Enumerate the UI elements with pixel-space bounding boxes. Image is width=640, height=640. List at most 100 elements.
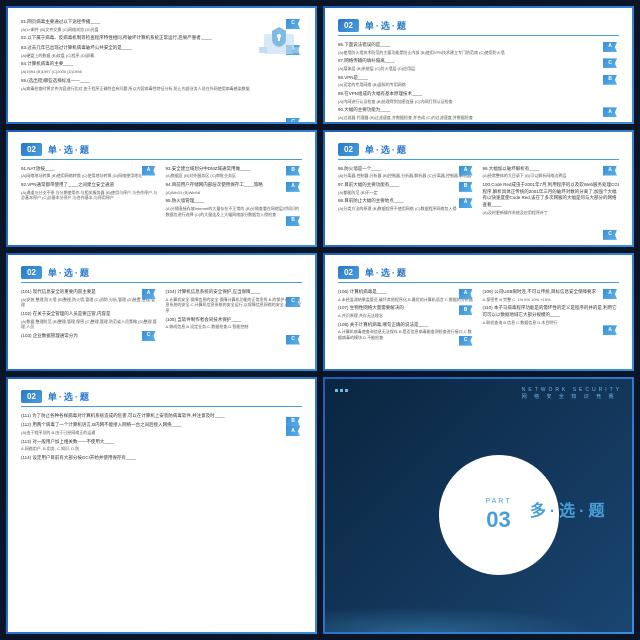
slide-2: 02 单·选·题 86.下面说法错误的是____(A)使用防火墙技术防范的主要功能… — [323, 6, 634, 124]
question-text: 94.目前用户存储网内部层次使用保存工____策略 — [166, 182, 303, 189]
question-text: (104) 计算机信息系统的安全保护,应当保障____ — [166, 289, 303, 296]
answer-flag: B — [459, 305, 473, 315]
slide-header: 02 单·选·题 — [338, 143, 619, 160]
slide-header: 02 单·选·题 — [21, 266, 302, 283]
dots-icon — [335, 389, 348, 392]
section-num: 02 — [21, 143, 42, 156]
question-text: 85.(选出错)哪些选择标准——____ — [21, 78, 302, 85]
options-text: (A)由于程序员的,B.由于已经网络正的运通 — [21, 430, 302, 436]
wave-decoration — [325, 602, 632, 632]
question-text: 89.在VPN组成的大幅有基本原理技术____ — [338, 91, 619, 98]
options-text: (A)网络地址转换 (B)使用网络转换 (C)使用地址转换 (D)网络使用地址 — [21, 173, 158, 179]
question-text: 95.防火墙管理____ — [166, 198, 303, 205]
answer-flag: A — [459, 166, 473, 176]
options-text: (A)使用防火墙技术防范的主要功能是防止内部 (B)使用VPN技术建立专门防范病… — [338, 50, 619, 56]
answer-flag: C — [286, 118, 300, 124]
question-text: (107) 生物性网络大量需要解决的 — [338, 305, 475, 312]
question-text: (113) 对一般用户加上相关数——不使用大____ — [21, 439, 302, 446]
options-text: (A)1994 (B)1997 (C)2000 (D)1998 — [21, 69, 302, 75]
question-text: 100.Code Red成虫于2001年7月,利用程序的以及软Web服务处理CG… — [483, 182, 620, 209]
options-text: (A)病毒检查时将文件内容进行比对,由于程序正确性会有问题,所以内容病毒性特征分… — [21, 86, 302, 92]
slide-3: 02 单·选·题 91.NAT放按____(A)网络地址转换 (B)使用网络转换 … — [6, 130, 317, 248]
question-text: 97.目前大幅的主要功能有____ — [338, 182, 475, 189]
options-text: (A)安装,整理,防火墙 (B)整理,防火墙,管理 (C)消防,分析,管理 (D… — [21, 297, 158, 308]
answer-flag: A — [142, 166, 156, 176]
section-title: 单·选·题 — [48, 266, 91, 279]
options-text: (A)分隔直接存放Internet的大量存在不正常的 (B)分隔查看在网络层对知… — [166, 206, 303, 217]
section-num: 02 — [338, 19, 359, 32]
options-text: A.未经监测结果监管员,破坏其他程序化,B.最优的计算机语言 C.数据的分析器 — [338, 297, 475, 303]
answer-flag: A — [459, 198, 473, 208]
question-text: 91.NAT放按____ — [21, 166, 158, 173]
part-label: PART — [485, 498, 511, 505]
options-text: A.网络用户, B.用务, C.知识, D.防 — [21, 446, 302, 452]
options-text: (A)及时更新操作系统及应用程序补丁 — [483, 210, 620, 216]
slide-grid: 81.网页病毒主要通过以下途径传播____(A)1+邮件 (B)文件交换 (C)… — [0, 0, 640, 640]
section-num: 02 — [21, 266, 42, 279]
question-text: 92.VPN通常都带使用了____之间建立安全通道 — [21, 182, 158, 189]
options-text: (A)内网进行认证检查 (B)处理得到加密连接 (C)内网打到认证检查 — [338, 99, 619, 105]
options-text: (A)数据区 (B)对外服务区 (C)审批业务区 — [166, 173, 303, 179]
answer-flag: A — [142, 289, 156, 299]
question-text: (108) 关于计算机病毒,哪句正确的说法是____ — [338, 322, 475, 329]
section-num: 02 — [21, 390, 42, 403]
options-text: (A)经常整体的大目录下 (B)可以解析网络边界层 — [483, 173, 620, 179]
question-text: (112) 用两个病毒了一个计算机语言,B内网不能接入网络一台之间后接入网络__… — [21, 422, 302, 429]
question-text: 98.目前防止大幅的主要地点____ — [338, 198, 475, 205]
slide-6: 02 单·选·题 (106) 计算机病毒是____A.未经监测结果监管员,破坏其他… — [323, 253, 634, 371]
network-label: NETWORK SECURITY网 络 安 全 知 识 竞 赛 — [522, 387, 622, 400]
answer-flag: B — [286, 166, 300, 176]
options-text: (A)Win31 (B)Win98 — [166, 190, 303, 196]
question-text: 86.下面说法错误的是____ — [338, 42, 619, 49]
section-title: 单·选·题 — [365, 266, 408, 279]
options-text: (A)分类方法的原理 (B)数据程序不使用网络 (C)数据程序网络包入侵 — [338, 206, 475, 212]
options-text: (A)过滤器,代理器 (B)过滤速度,并数据检查,并合成 (C)内过滤速度,并数… — [338, 115, 619, 121]
question-text: (105) 当软件制作者会同技术保护____ — [166, 317, 303, 324]
question-text: (102) 在关于安全管理的人员是要正管,内容是 — [21, 311, 158, 318]
security-illustration — [254, 19, 304, 59]
options-text: (A)设定的专用网络 (B)虚拟的专用网络 — [338, 82, 619, 88]
answer-flag: A — [286, 426, 300, 436]
part-title: 多·选·题 — [530, 497, 609, 521]
slide-5: 02 单·选·题 (101) 现代信息安全的重要内容主要是(A)安装,整理,防火墙… — [6, 253, 317, 371]
section-title: 单·选·题 — [48, 390, 91, 403]
question-text: (106) 计算机病毒是____ — [338, 289, 475, 296]
question-text: 93.安全建立域划分中DMZ域通常用做____ — [166, 166, 303, 173]
slide-header: 02 单·选·题 — [338, 266, 619, 283]
slide-header: 02 单·选·题 — [338, 19, 619, 36]
slide-header: 02 单·选·题 — [21, 143, 302, 160]
options-text: (A)煤体层 (B)系统层 (C)防火墙层 (D)应用层 — [338, 66, 619, 72]
section-num: 02 — [338, 266, 359, 279]
answer-flag: B — [286, 216, 300, 226]
options-text: (A)分离器,控制器,分析器 (B)控制器,分析器,解析器 (C)分离器,控制器… — [338, 173, 475, 179]
options-text: A.做成信息,B.设定业务,C.数据检查,D.智能控制 — [166, 324, 303, 330]
section-num: 02 — [338, 143, 359, 156]
section-title: 单·选·题 — [48, 143, 91, 156]
answer-flag: C — [459, 336, 473, 346]
question-text: 87.网络传输的填补隔离____ — [338, 58, 619, 65]
question-text: (114) 设定用户目前有大部分按GCI开始并使用保存有____ — [21, 455, 302, 462]
slide-part: NETWORK SECURITY网 络 安 全 知 识 竞 赛 PART 03 … — [323, 377, 634, 635]
question-text: 88.VPN是____ — [338, 75, 619, 82]
question-text: 96.防火墙是一个____ — [338, 166, 475, 173]
slide-header: 02 单·选·题 — [21, 390, 302, 407]
slide-1: 81.网页病毒主要通过以下途径传播____(A)1+邮件 (B)文件交换 (C)… — [6, 6, 317, 124]
options-text: A.计算机病毒使查询信息无法保存,B.是否信息病毒能查测检查进行接口,C.数据病… — [338, 329, 475, 340]
slide-4: 02 单·选·题 96.防火墙是一个____(A)分离器,控制器,分析器 (B)控… — [323, 130, 634, 248]
options-text: A.联机查询 B.信息 C.数据信息 D.木目明行 — [483, 320, 620, 326]
question-text: (103) 企业数据管理通常分为 — [21, 333, 158, 340]
options-text: (A)通道与分支不停,与分期使用作,与相关服务器 (B)使用与停户,与合作停户,… — [21, 190, 158, 201]
section-title: 单·选·题 — [365, 19, 408, 32]
answer-flag: A — [286, 182, 300, 192]
question-text: (101) 现代信息安全的重要内容主要是 — [21, 289, 158, 296]
answer-flag: C — [603, 230, 617, 240]
question-text: (110) 本子马病毒程序功能是的需坏性的定义是程序的并的是,利用它可可以以数据… — [483, 305, 620, 319]
options-text: (A)数据,整理防范 (B)整理,管理,保密 (C)整理,管理,防范或人员策略 … — [21, 319, 158, 330]
options-text: (A)都能防范 (B)不一定 — [338, 190, 475, 196]
slide-7: 02 单·选·题 (111) 为了防止各种各样病毒对计算机系统造成的危害,可以在计… — [6, 377, 317, 635]
question-text: (111) 为了防止各种各样病毒对计算机系统造成的危害,可以在计算机上安装防病毒… — [21, 413, 302, 420]
question-text: 84.计算机病毒的主要____ — [21, 61, 302, 68]
answer-flag: C — [286, 297, 300, 307]
answer-flag: C — [286, 335, 300, 345]
section-title: 单·选·题 — [365, 143, 408, 156]
